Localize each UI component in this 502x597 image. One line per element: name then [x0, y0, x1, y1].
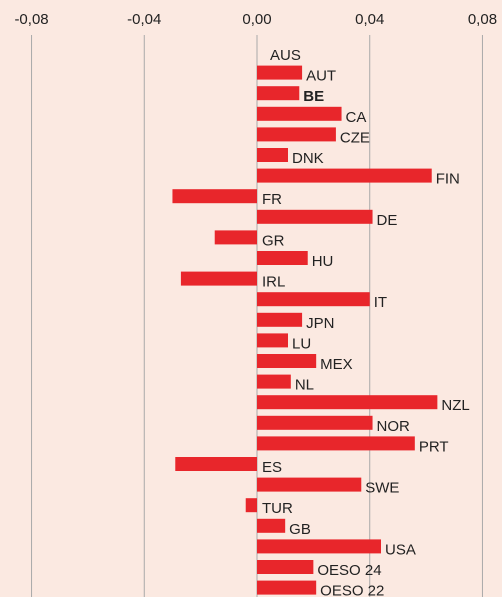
category-label: DE [377, 212, 398, 229]
bar [257, 580, 317, 595]
category-label: AUS [270, 47, 301, 64]
bar [257, 395, 438, 410]
bar [257, 374, 291, 389]
category-label: GR [262, 232, 285, 249]
bar [257, 560, 314, 574]
bar [257, 106, 342, 121]
category-label: NOR [377, 418, 411, 435]
bar [257, 86, 300, 101]
bar [172, 189, 257, 204]
x-tick-label: 0,00 [242, 11, 271, 28]
category-label: IRL [262, 274, 285, 291]
x-tick-label: -0,04 [127, 11, 161, 28]
bar [257, 333, 288, 348]
bar [257, 65, 303, 80]
bar [257, 477, 362, 492]
category-label: LU [292, 335, 311, 352]
x-tick-label: 0,04 [355, 11, 384, 28]
category-label: AUT [306, 68, 336, 85]
bar [214, 230, 257, 245]
category-label: NZL [441, 397, 469, 414]
category-label: USA [385, 541, 416, 558]
category-label: SWE [365, 480, 399, 497]
bar [257, 292, 370, 307]
category-label: CZE [340, 129, 370, 146]
bar [257, 518, 286, 533]
category-label: BE [303, 88, 324, 105]
category-label: PRT [419, 438, 449, 455]
bar [245, 498, 257, 513]
bar [257, 354, 317, 368]
category-label: CA [346, 109, 367, 126]
bar [257, 148, 288, 162]
category-label: IT [374, 294, 387, 311]
bar [257, 312, 303, 327]
bar [175, 457, 257, 471]
bar [257, 209, 373, 224]
bar [257, 168, 432, 183]
bar [257, 539, 381, 554]
bar [257, 251, 308, 265]
category-label: NL [295, 377, 314, 394]
bar [257, 415, 373, 430]
x-tick-label: 0,08 [468, 11, 497, 28]
category-label: DNK [292, 150, 324, 167]
category-label: JPN [306, 315, 334, 332]
category-label: TUR [262, 500, 293, 517]
bar [257, 436, 415, 451]
category-label: FR [262, 191, 282, 208]
bar [180, 271, 257, 286]
bar [257, 127, 336, 142]
category-label: OESO 24 [317, 562, 381, 579]
category-label: HU [312, 253, 334, 270]
category-label: OESO 22 [320, 583, 384, 597]
category-label: ES [262, 459, 282, 476]
category-label: MEX [320, 356, 353, 373]
category-label: GB [289, 521, 311, 538]
category-label: FIN [436, 171, 460, 188]
x-tick-label: -0,08 [14, 11, 48, 28]
